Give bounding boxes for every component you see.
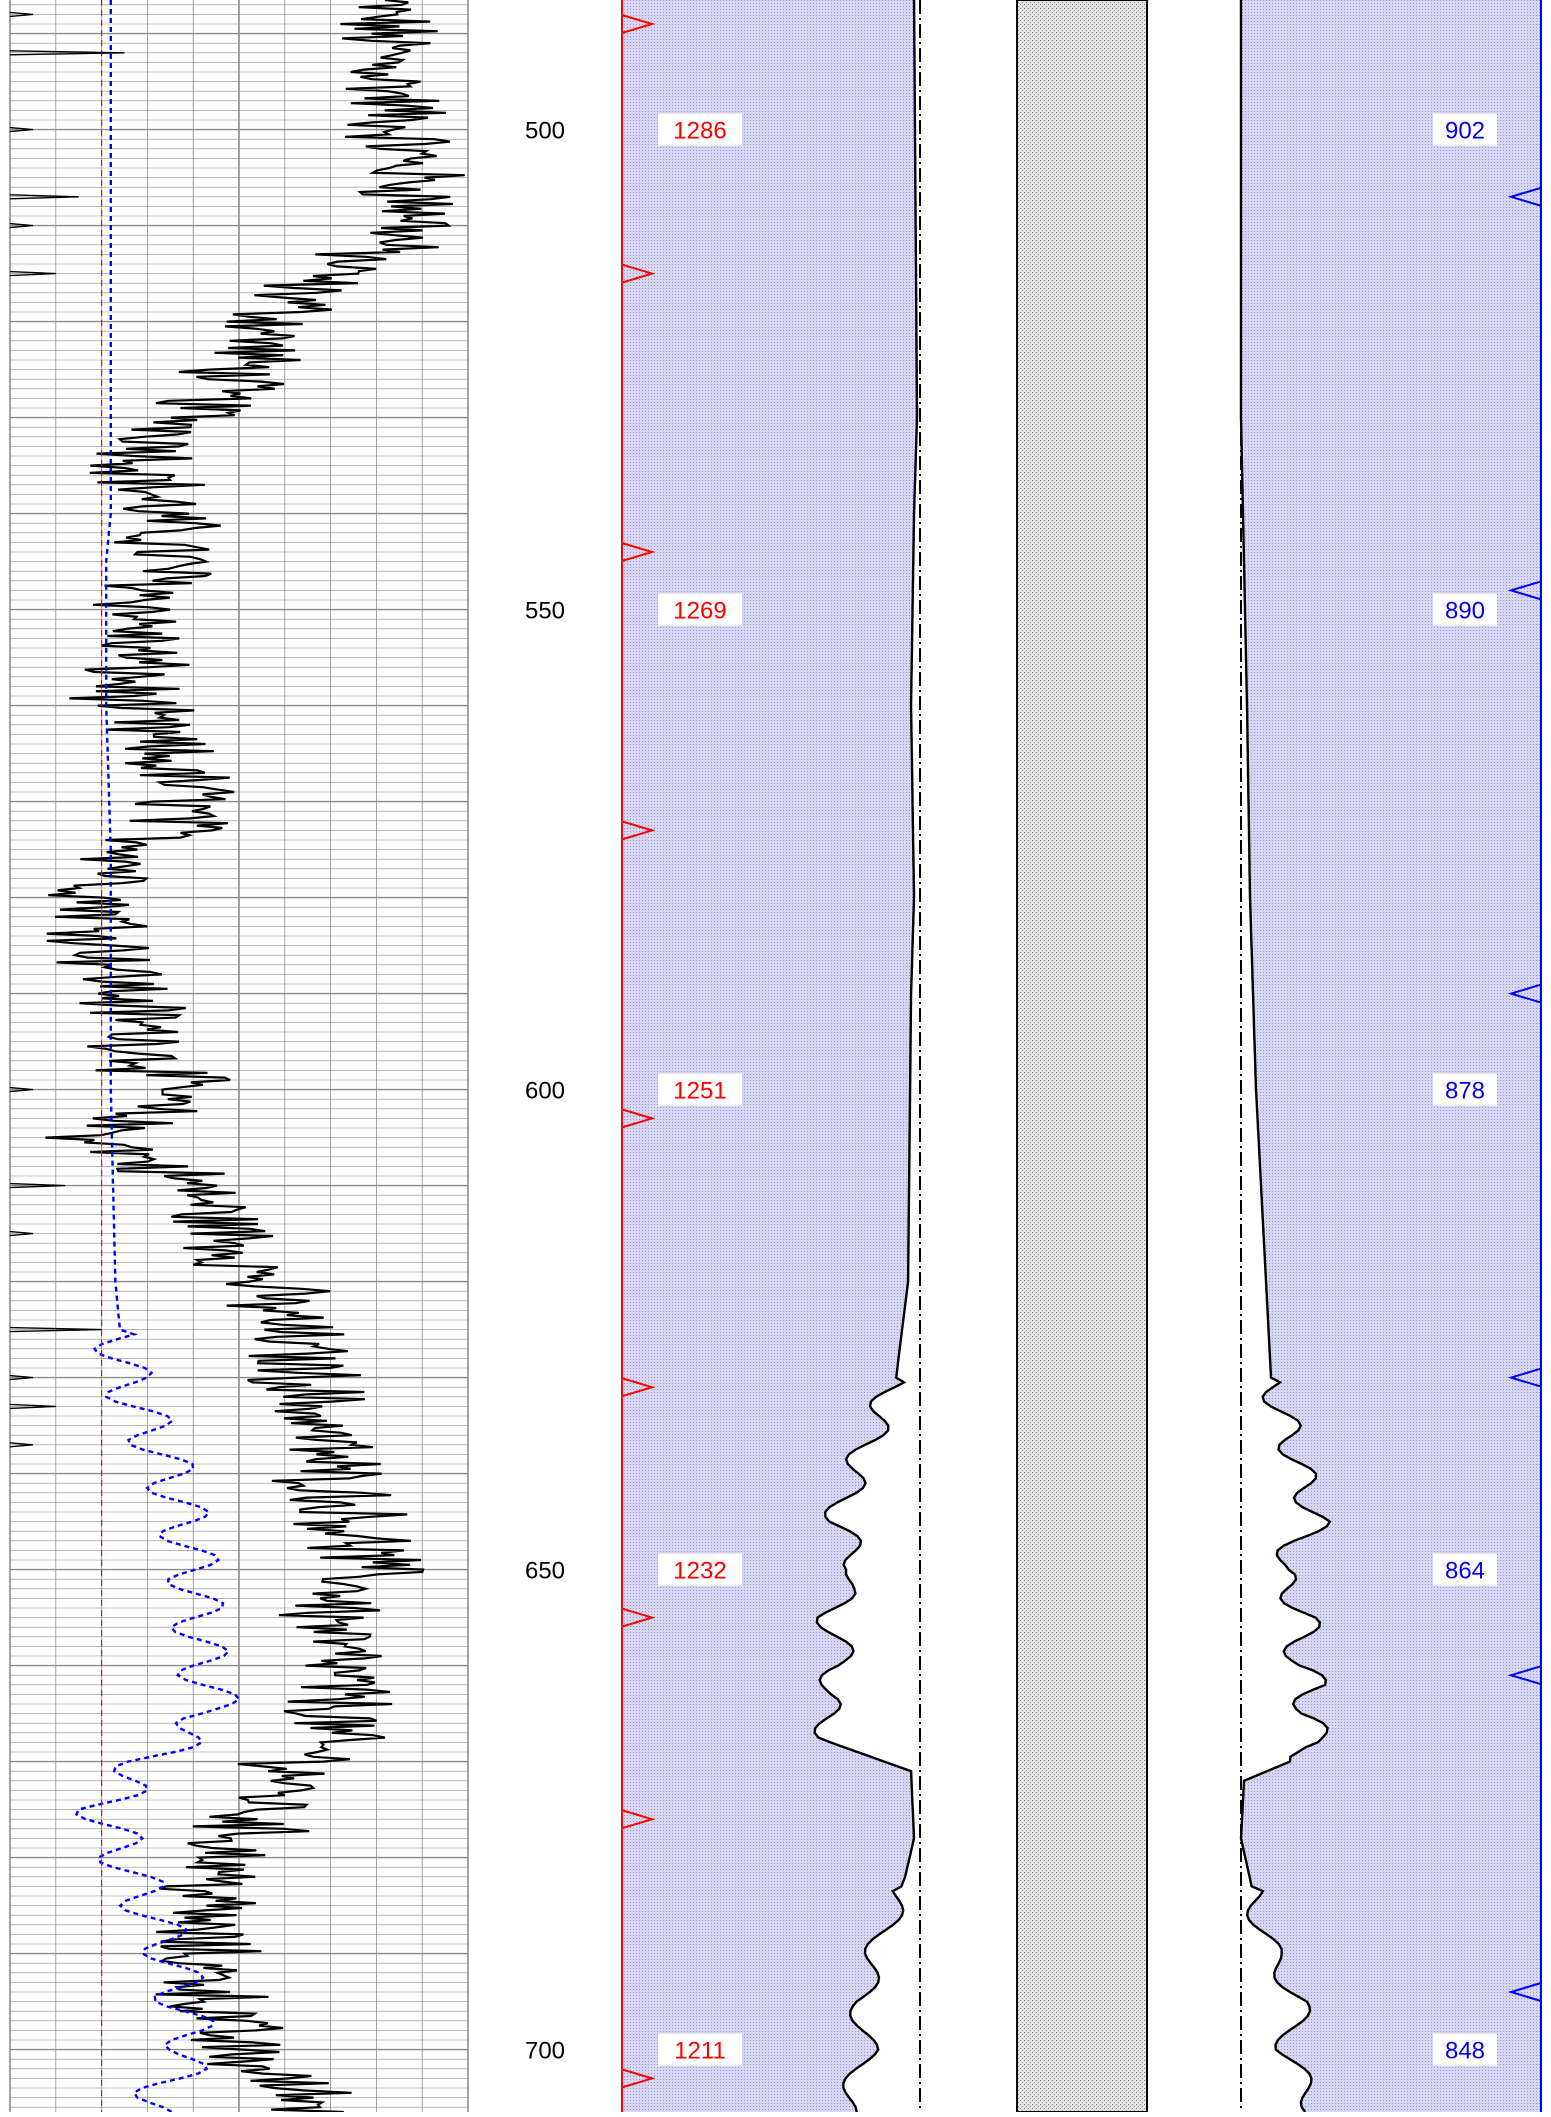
track-2-marker (621, 820, 656, 841)
log-curves (9, 0, 1332, 2114)
track-4-label-box (1433, 2033, 1497, 2066)
track-4-label-box (1433, 1073, 1497, 1106)
track-4-marker (1507, 1982, 1542, 2002)
track-1-edge-spike (9, 50, 125, 56)
track-1-edge-spike (9, 270, 56, 277)
track-1-edge-spike (9, 1403, 56, 1410)
track-1-edge-spike (9, 126, 33, 133)
track-4-value-label: 902 (1445, 118, 1485, 145)
track-2-value-label: 1232 (673, 1558, 726, 1585)
depth-label: 650 (525, 1558, 565, 1585)
track-2-value-label: 1251 (673, 1078, 726, 1105)
track-4-label-box (1433, 113, 1497, 146)
track-2-marker (621, 1607, 656, 1628)
track-2-marker (621, 2068, 656, 2089)
track-4-curve (1239, 0, 1332, 2113)
track-1-edge-spike (9, 1442, 33, 1448)
track-4-marker (1507, 1665, 1542, 1686)
track-1-edge-spike (9, 1182, 66, 1189)
track-4-value-label: 864 (1445, 1558, 1485, 1585)
track-4-marker (1507, 1367, 1542, 1388)
depth-label: 700 (525, 2038, 565, 2065)
value-labels: 500 1286 902 550 1269 890 600 1251 878 650 1232 864… (525, 113, 1497, 2066)
track-1-edge-spike (9, 1326, 102, 1333)
track-2-curve (813, 0, 919, 2113)
track-2-value-label: 1286 (673, 118, 726, 145)
track-markers (621, 14, 1542, 2089)
track-1-edge-spike (9, 1374, 33, 1381)
track-3 (1016, 0, 1148, 2113)
track-4-shading (1241, 0, 1541, 2112)
track-1-edge-spike (9, 194, 79, 200)
track-4-value-label: 848 (1445, 2038, 1485, 2065)
track-2-label-box (658, 1073, 742, 1106)
track-4-value-label: 890 (1445, 598, 1485, 625)
track-2-marker (621, 542, 656, 562)
track-2-marker (621, 1809, 656, 1830)
track-2 (621, 0, 920, 2112)
track-1-edge-spike (9, 222, 33, 229)
track-4-marker (1507, 983, 1542, 1004)
depth-label: 500 (525, 118, 565, 145)
track-2-value-label: 1269 (673, 598, 726, 625)
track-3-lithology (1016, 0, 1148, 2113)
track-2-unshaded-area (814, 0, 924, 2112)
track-2-marker (621, 14, 656, 34)
track-4-marker (1507, 580, 1542, 601)
track-2-shading (622, 0, 920, 2112)
track-1-edge-spike (9, 1230, 33, 1237)
track-1-edge-spike (9, 11, 33, 18)
depth-label: 600 (525, 1078, 565, 1105)
track-2-value-label: 1211 (674, 2038, 726, 2065)
track-2-label-box (658, 113, 742, 146)
track-2-label-box (658, 593, 742, 626)
track-1-dashed-curve (74, 0, 241, 2114)
track-1-edge-spike (9, 1086, 33, 1093)
track-1-grid (9, 0, 469, 2112)
track-4-label-box (1433, 593, 1497, 626)
track-1-noisy-curve (45, 0, 465, 2114)
track-4-marker (1507, 186, 1542, 207)
track-2-label-box (658, 2033, 742, 2066)
track-2-marker (621, 1377, 656, 1398)
track-2-marker (621, 1108, 656, 1129)
track-2-label-box (658, 1553, 742, 1586)
track-4-value-label: 878 (1445, 1078, 1485, 1105)
track-4-unshaded-area (1237, 0, 1330, 2112)
track-4-label-box (1433, 1553, 1497, 1586)
track-2-marker (621, 263, 656, 284)
track-4 (1241, 0, 1542, 2112)
depth-label: 550 (525, 598, 565, 625)
